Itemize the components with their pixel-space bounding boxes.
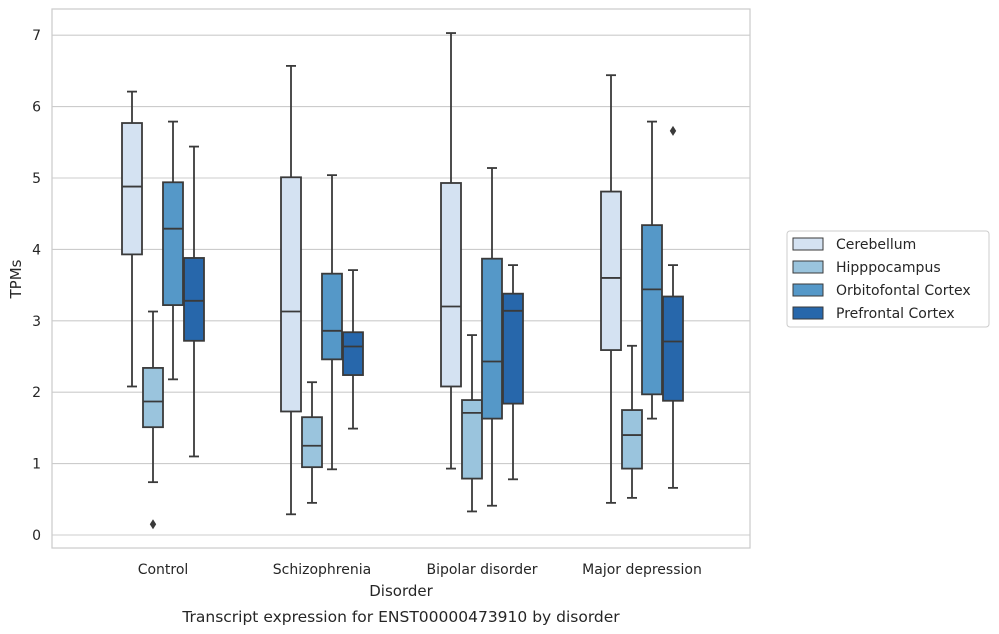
y-tick-label-2: 2	[32, 385, 41, 401]
y-tick-label-7: 7	[32, 28, 41, 44]
box-major-depression-3	[662, 125, 684, 489]
x-axis-label: Disorder	[369, 582, 433, 600]
iqr-box	[641, 224, 663, 396]
y-tick-labels: 0 1 2 3 4 5 6 7	[32, 28, 41, 544]
legend-item-orbitofontal-cortex: Orbitofontal Cortex	[792, 283, 971, 299]
legend: Cerebellum Hipppocampus Orbitofontal Corte…	[786, 230, 990, 328]
x-tick-label-schizophrenia: Schizophrenia	[273, 562, 371, 578]
legend-item-cerebellum: Cerebellum	[792, 237, 916, 253]
legend-swatch	[792, 306, 824, 320]
y-tick-label-1: 1	[32, 457, 41, 473]
box-control-1	[142, 310, 164, 530]
series-hipppocampus	[142, 310, 643, 530]
iqr-box	[142, 367, 164, 429]
iqr-box	[280, 176, 302, 413]
iqr-box	[440, 182, 462, 388]
iqr-box	[502, 292, 524, 405]
box-bipolar-disorder-1	[461, 334, 483, 513]
outlier-point-0	[669, 125, 677, 136]
box-bipolar-disorder-2	[481, 167, 503, 507]
y-tick-label-0: 0	[32, 528, 41, 544]
x-tick-labels: Control Schizophrenia Bipolar disorder Majo…	[138, 562, 702, 578]
legend-item-hipppocampus: Hipppocampus	[792, 260, 941, 276]
box-bipolar-disorder-3	[502, 264, 524, 481]
iqr-box	[662, 295, 684, 402]
box-major-depression-2	[641, 120, 663, 420]
legend-label: Cerebellum	[836, 237, 916, 253]
legend-label: Hipppocampus	[836, 260, 941, 276]
series-cerebellum	[121, 32, 622, 516]
plot-frame	[51, 8, 751, 549]
chart-caption: Transcript expression for ENST0000047391…	[181, 608, 620, 626]
iqr-box	[301, 416, 323, 469]
x-tick-label-bipolar-disorder: Bipolar disorder	[426, 562, 537, 578]
legend-label: Prefrontal Cortex	[836, 306, 955, 322]
box-schizophrenia-2	[321, 174, 343, 471]
x-tick-label-major-depression: Major depression	[582, 562, 702, 578]
series-orbitofontal-cortex	[162, 120, 663, 507]
legend-swatch	[792, 283, 824, 297]
box-schizophrenia-0	[280, 65, 302, 516]
iqr-box	[321, 272, 343, 361]
iqr-box	[600, 190, 622, 351]
iqr-box	[461, 399, 483, 480]
iqr-box	[121, 122, 143, 256]
box-major-depression-0	[600, 74, 622, 504]
box-major-depression-1	[621, 344, 643, 499]
iqr-box	[183, 257, 205, 342]
box-schizophrenia-1	[301, 381, 323, 504]
box-control-2	[162, 120, 184, 381]
y-tick-label-6: 6	[32, 100, 41, 116]
y-tick-label-4: 4	[32, 242, 41, 258]
box-schizophrenia-3	[342, 269, 364, 430]
iqr-box	[342, 331, 364, 376]
legend-frame	[786, 230, 990, 328]
legend-item-prefrontal-cortex: Prefrontal Cortex	[792, 306, 955, 322]
legend-swatch	[792, 260, 824, 274]
legend-swatch	[792, 237, 824, 251]
iqr-box	[481, 257, 503, 420]
box-bipolar-disorder-0	[440, 32, 462, 470]
legend-label: Orbitofontal Cortex	[836, 283, 971, 299]
series-prefrontal-cortex	[183, 125, 684, 489]
outlier-point-0	[149, 519, 157, 530]
box-control-3	[183, 145, 205, 458]
x-tick-label-control: Control	[138, 562, 189, 578]
box-series	[121, 32, 684, 530]
y-axis-label: TPMs	[7, 259, 25, 299]
y-tick-label-5: 5	[32, 171, 41, 187]
y-tick-label-3: 3	[32, 314, 41, 330]
box-control-0	[121, 90, 143, 388]
iqr-box	[162, 181, 184, 306]
iqr-box	[621, 409, 643, 470]
